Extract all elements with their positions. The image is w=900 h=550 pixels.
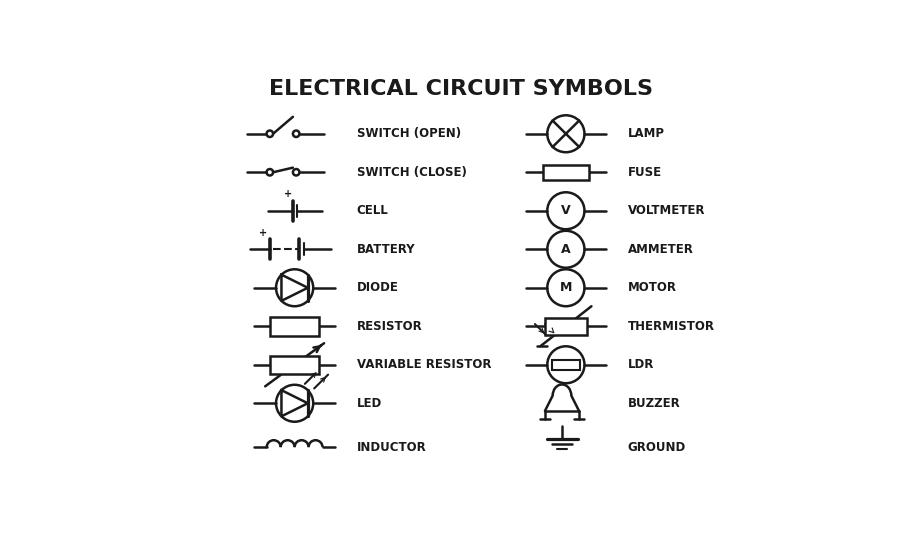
Bar: [270, 317, 320, 336]
Text: +: +: [259, 228, 267, 238]
Text: VARIABLE RESISTOR: VARIABLE RESISTOR: [356, 358, 491, 371]
Text: GROUND: GROUND: [628, 441, 686, 454]
Text: INDUCTOR: INDUCTOR: [356, 441, 427, 454]
Bar: [543, 165, 590, 179]
Text: THERMISTOR: THERMISTOR: [628, 320, 715, 333]
Text: BUZZER: BUZZER: [628, 397, 680, 410]
Polygon shape: [282, 274, 308, 301]
Text: MOTOR: MOTOR: [628, 281, 677, 294]
Text: VOLTMETER: VOLTMETER: [628, 204, 706, 217]
Text: M: M: [560, 281, 572, 294]
Bar: [552, 360, 580, 370]
Bar: [270, 355, 320, 374]
Text: A: A: [561, 243, 571, 256]
Text: LDR: LDR: [628, 358, 654, 371]
Text: SWITCH (OPEN): SWITCH (OPEN): [356, 127, 461, 140]
Text: AMMETER: AMMETER: [628, 243, 694, 256]
Text: DIODE: DIODE: [356, 281, 399, 294]
Bar: [545, 318, 587, 335]
Text: LAMP: LAMP: [628, 127, 665, 140]
Text: LED: LED: [356, 397, 382, 410]
Text: FUSE: FUSE: [628, 166, 662, 179]
Polygon shape: [282, 390, 308, 416]
Text: +: +: [284, 189, 292, 199]
Text: V: V: [561, 204, 571, 217]
Text: SWITCH (CLOSE): SWITCH (CLOSE): [356, 166, 466, 179]
Text: CELL: CELL: [356, 204, 389, 217]
Text: RESISTOR: RESISTOR: [356, 320, 422, 333]
Text: BATTERY: BATTERY: [356, 243, 415, 256]
Text: ELECTRICAL CIRCUIT SYMBOLS: ELECTRICAL CIRCUIT SYMBOLS: [269, 79, 653, 99]
